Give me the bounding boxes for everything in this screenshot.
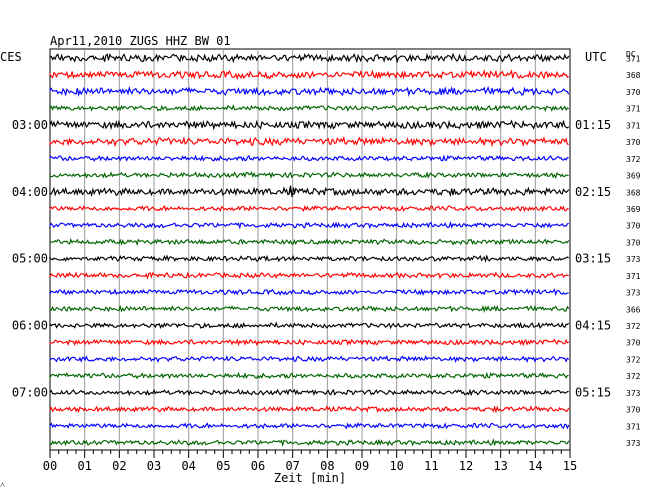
dc-offset-label: 371 [626,121,641,130]
dc-offset-label: 369 [626,205,641,214]
x-axis-label: Zeit [min] [274,471,346,485]
trace-row-23 [49,422,570,430]
trace-row-7 [49,154,569,162]
x-tick-label: 06 [251,459,265,473]
trace-row-1 [49,52,570,64]
trace-row-21 [49,388,569,397]
x-tick-label: 13 [493,459,507,473]
left-hour-label: 03:00 [12,118,48,132]
x-tick-label: 15 [563,459,577,473]
dc-offset-label: 372 [626,355,641,364]
left-timezone-label: CES [0,50,22,64]
corner-mark: ˄ [0,481,5,491]
x-tick-label: 10 [389,459,403,473]
dc-offset-label: 371 [626,422,641,431]
dc-offset-label: 370 [626,406,641,415]
trace-row-15 [49,288,569,297]
right-hour-label: 03:15 [575,252,611,266]
dc-offset-label: 370 [626,238,641,247]
trace-row-24 [49,438,570,447]
trace-row-17 [49,321,570,330]
trace-row-11 [49,220,569,230]
trace-row-3 [49,86,570,98]
x-tick-label: 04 [181,459,195,473]
dc-offset-label: 368 [626,71,641,80]
trace-row-14 [49,271,569,280]
right-hour-label: 05:15 [575,385,611,399]
seismic-event-spike [288,185,296,197]
trace-row-13 [49,254,569,263]
x-tick-label: 05 [216,459,230,473]
dc-offset-label: 368 [626,188,641,197]
dc-offset-label: 369 [626,172,641,181]
x-tick-label: 14 [528,459,542,473]
right-timezone-label: UTC [585,50,607,64]
dc-offset-label: 372 [626,322,641,331]
dc-offset-label: 370 [626,339,641,348]
trace-row-16 [49,304,570,314]
left-hour-label: 04:00 [12,185,48,199]
x-tick-label: 00 [43,459,57,473]
trace-row-9 [49,186,570,198]
dc-column-label: DC [626,50,636,59]
trace-row-12 [49,237,570,247]
dc-offset-label: 371 [626,55,641,64]
dc-offset-label: 373 [626,439,641,448]
x-tick-label: 07 [285,459,299,473]
trace-row-8 [49,171,569,180]
dc-offset-label: 372 [626,155,641,164]
dc-offset-label: 370 [626,88,641,97]
dc-offset-label: 370 [626,138,641,147]
chart-title: Apr11,2010 ZUGS HHZ BW 01 [50,34,231,48]
dc-offset-label: 373 [626,289,641,298]
left-hour-label: 06:00 [12,319,48,333]
x-tick-label: 11 [424,459,438,473]
x-tick-label: 09 [355,459,369,473]
x-tick-label: 01 [77,459,91,473]
trace-row-22 [49,404,570,414]
x-tick-label: 08 [320,459,334,473]
dc-offset-label: 373 [626,389,641,398]
dc-offset-label: 372 [626,372,641,381]
left-hour-label: 07:00 [12,385,48,399]
trace-row-5 [49,119,570,131]
trace-row-19 [49,355,570,364]
dc-offset-label: 373 [626,255,641,264]
dc-offset-label: 371 [626,105,641,114]
right-hour-label: 04:15 [575,319,611,333]
right-hour-label: 01:15 [575,118,611,132]
dc-offset-label: 366 [626,305,641,314]
trace-row-6 [49,135,569,148]
x-tick-label: 03 [147,459,161,473]
trace-row-18 [49,338,570,347]
trace-row-10 [49,204,569,213]
left-hour-label: 05:00 [12,252,48,266]
trace-row-2 [49,69,570,81]
trace-row-20 [49,371,569,380]
dc-offset-label: 371 [626,272,641,281]
dc-offset-label: 370 [626,222,641,231]
trace-row-4 [49,104,569,112]
right-hour-label: 02:15 [575,185,611,199]
x-tick-label: 12 [459,459,473,473]
x-tick-label: 02 [112,459,126,473]
